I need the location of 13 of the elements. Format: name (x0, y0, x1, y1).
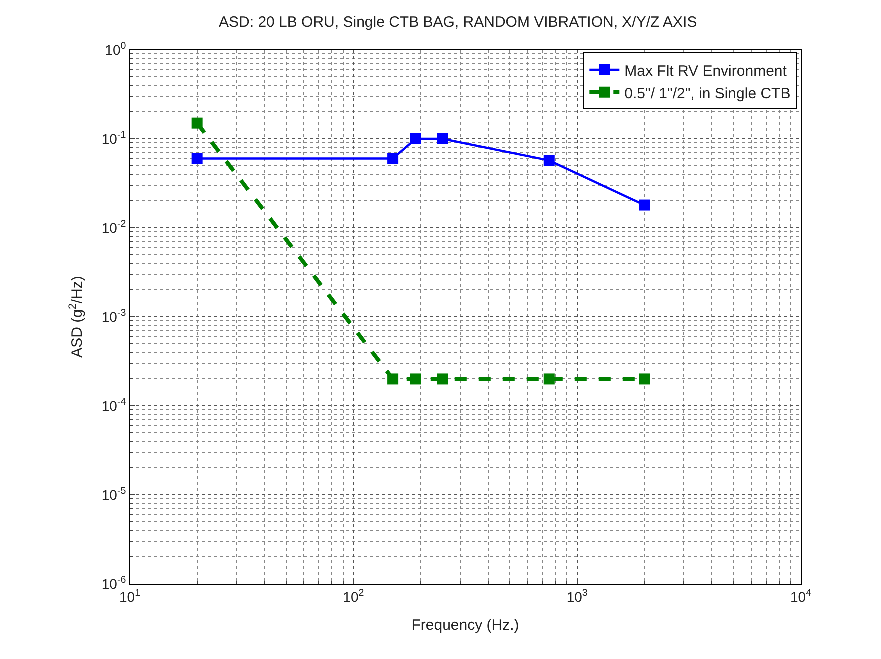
legend-label: Max Flt RV Environment (624, 62, 788, 80)
y-tick-label: 10$^{-3}$ (102, 308, 127, 325)
y-tick-label: 10$^{0}$ (105, 41, 127, 58)
legend-label: 0.5"/ 1"/2", in Single CTB (624, 85, 791, 102)
chart-title: ASD: 20 LB ORU, Single CTB BAG, RANDOM VIBRATION, X/Y/Z AXIS (219, 14, 698, 31)
y-tick-label: 10$^{-5}$ (102, 486, 127, 503)
x-tick-label: 10$^{4}$ (790, 588, 812, 605)
y-tick-label: 10$^{-2}$ (102, 219, 126, 236)
y-tick-label: 10$^{-1}$ (102, 130, 126, 147)
x-axis-title: Frequency (Hz.) (412, 616, 520, 634)
y-tick-label: 10$^{-4}$ (102, 397, 127, 414)
x-tick-label: 10$^{2}$ (343, 588, 364, 605)
x-tick-label: 10$^{3}$ (566, 588, 588, 605)
